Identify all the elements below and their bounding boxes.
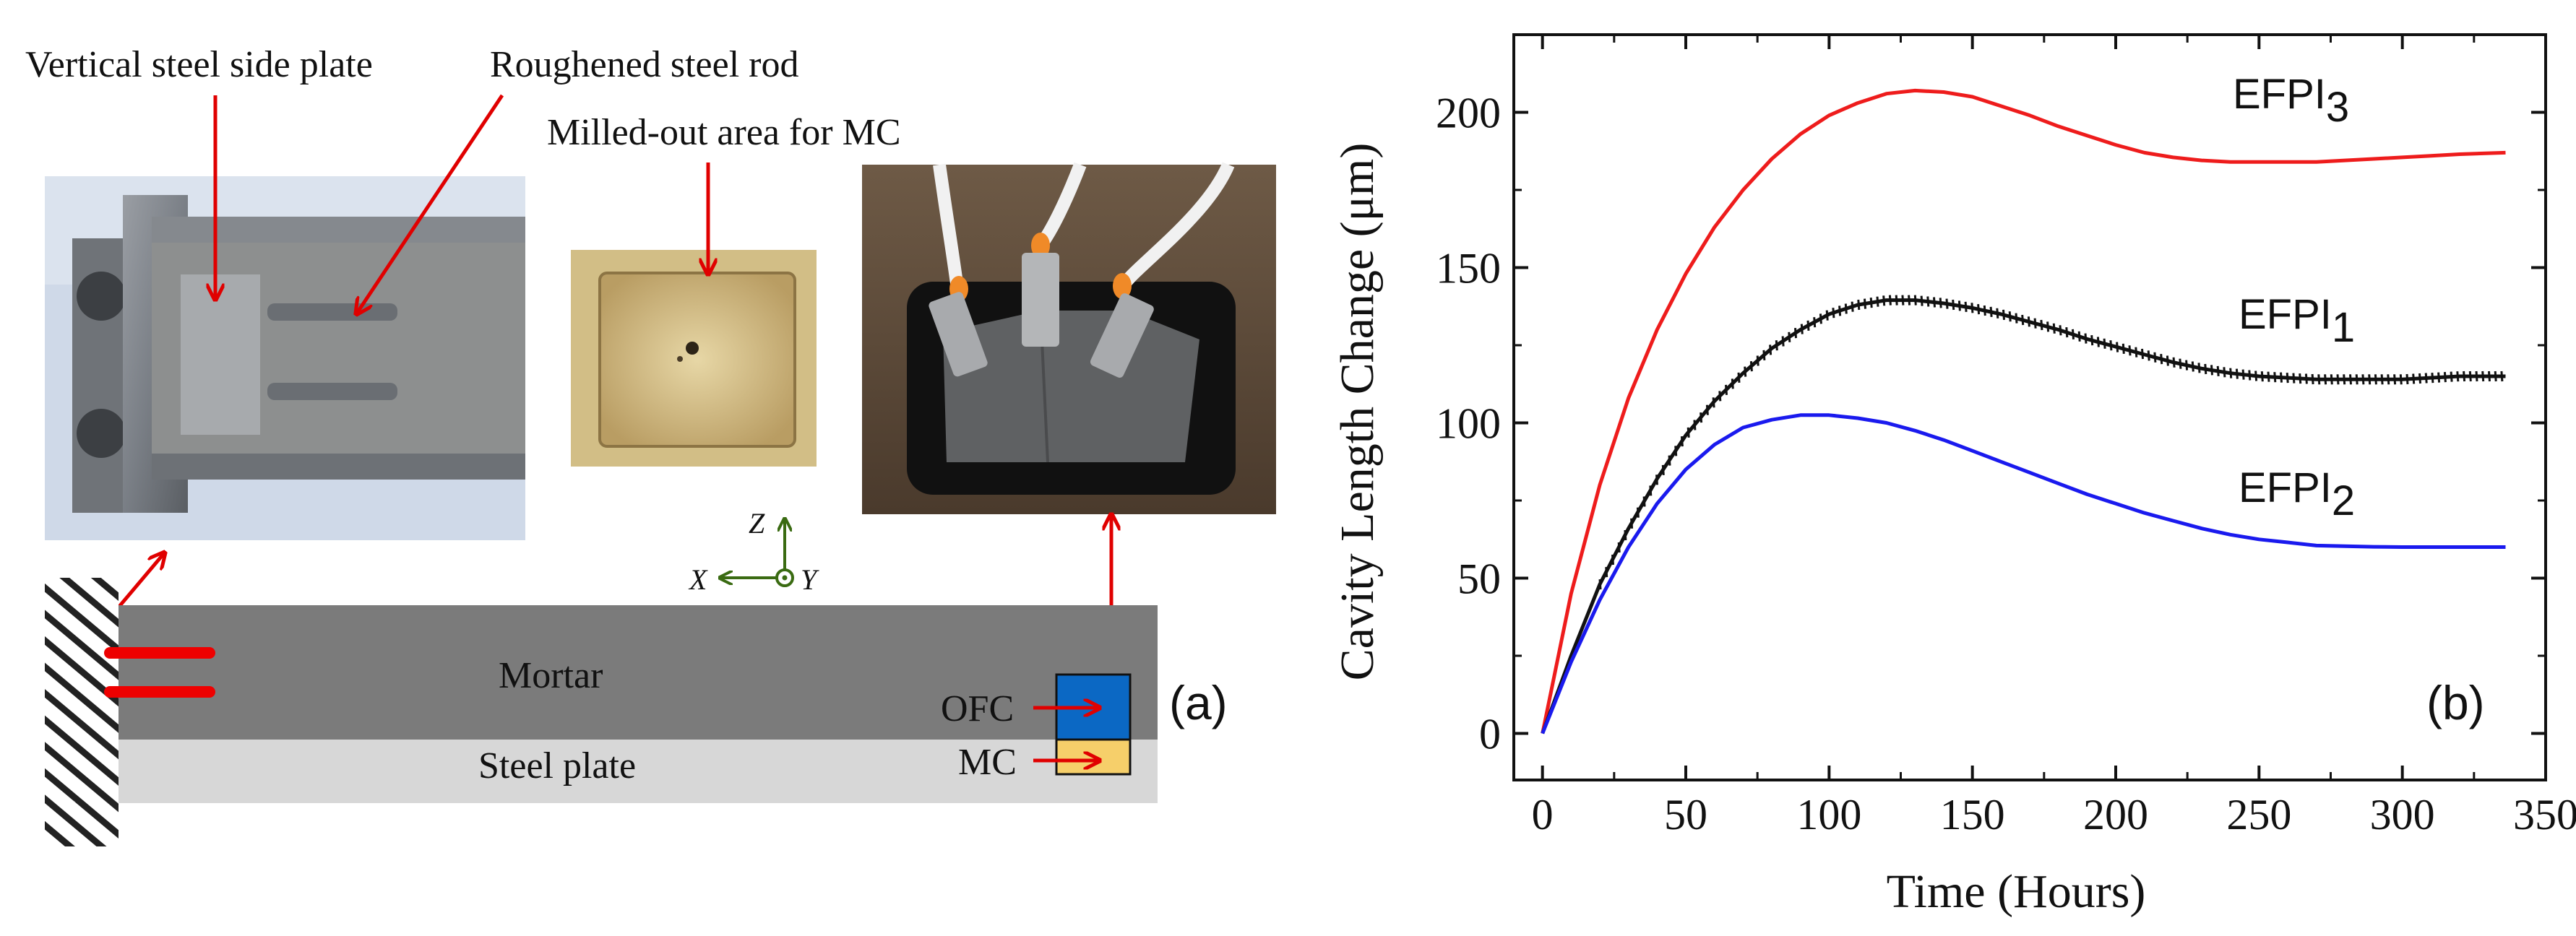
y-tick-label: 100 (1436, 400, 1501, 448)
arrow-steel-rod (356, 94, 504, 314)
y-axis-label: Cavity Length Change (μm) (1331, 143, 1384, 681)
axis-label-z: Z (749, 507, 765, 540)
x-tick-label: 50 (1664, 791, 1707, 838)
label-mc: MC (958, 742, 1017, 783)
series-label-efpi1: EFPI1 (2239, 291, 2355, 351)
x-tick-label: 100 (1796, 791, 1861, 838)
photo-milled-area (571, 250, 817, 467)
x-tick-label: 200 (2083, 791, 2148, 838)
series-ripple-efpi1 (1598, 295, 2504, 590)
coordinate-axes: Z X Y (688, 507, 819, 596)
axis-label-y: Y (801, 563, 819, 596)
label-side-plate: Vertical steel side plate (25, 44, 373, 85)
axis-ticks (1514, 35, 2547, 780)
y-tick-label: 50 (1457, 555, 1501, 603)
x-tick-label: 250 (2226, 791, 2291, 838)
axis-label-x: X (688, 563, 708, 596)
x-tick-label: 350 (2513, 791, 2576, 838)
label-steel-plate: Steel plate (478, 745, 636, 786)
x-axis-label: Time (Hours) (1887, 865, 2146, 918)
label-mortar: Mortar (499, 655, 603, 696)
series-line-efpi1 (1541, 298, 2506, 734)
y-tick-label: 150 (1436, 245, 1501, 292)
steel-plate-layer (119, 740, 1158, 803)
photo-sensor-mount (862, 162, 1276, 514)
tick-labels: 0 50 100 150 200 250 300 350 0 50 100 150 200 (1436, 90, 2576, 839)
arrow-to-frame-photo (113, 552, 165, 614)
series-line-efpi2 (1541, 413, 2506, 734)
mc-block (1055, 738, 1132, 776)
y-tick-label: 0 (1479, 711, 1501, 758)
x-tick-label: 150 (1940, 791, 2005, 838)
fixed-support-hatch (45, 578, 119, 846)
label-ofc: OFC (941, 688, 1014, 729)
cross-section: Mortar Steel plate OFC MC (45, 578, 1158, 846)
series-label-efpi3: EFPI3 (2233, 71, 2349, 131)
label-steel-rod: Roughened steel rod (490, 44, 798, 85)
x-tick-label: 0 (1532, 791, 1554, 838)
series-label-efpi2: EFPI2 (2239, 464, 2355, 524)
panel-b-tag: (b) (2426, 676, 2485, 729)
photo-steel-frame (45, 176, 525, 540)
series-line-efpi3 (1541, 88, 2506, 734)
panel-a: Vertical steel side plate Roughened stee… (25, 44, 1276, 846)
series-labels: EFPI3 EFPI1 EFPI2 (2233, 71, 2355, 524)
label-milled-area: Milled-out area for MC (547, 112, 901, 153)
series-lines (1541, 88, 2506, 734)
mortar-layer (119, 605, 1158, 740)
panel-a-tag: (a) (1169, 676, 1228, 729)
y-tick-label: 200 (1436, 90, 1501, 137)
plot-frame (1512, 33, 2547, 781)
x-tick-label: 300 (2370, 791, 2435, 838)
